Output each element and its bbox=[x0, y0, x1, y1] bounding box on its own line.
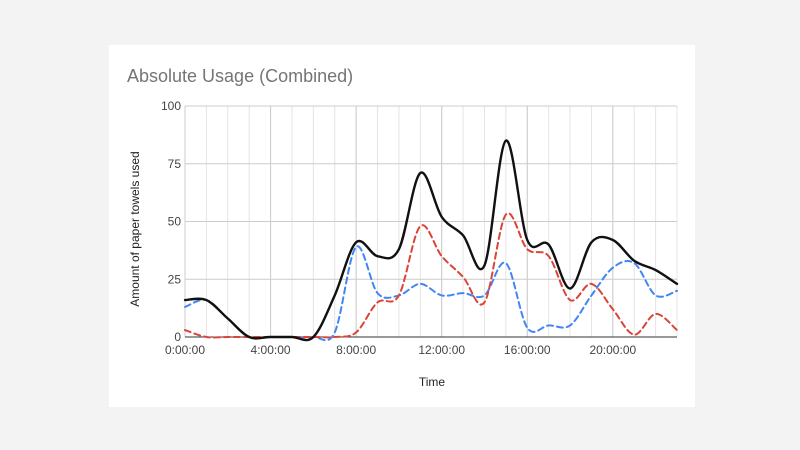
y-tick-label: 25 bbox=[168, 272, 182, 286]
series-group bbox=[183, 139, 679, 342]
chart-title: Absolute Usage (Combined) bbox=[127, 66, 353, 86]
x-axis-label: Time bbox=[419, 375, 446, 389]
x-tick-label: 8:00:00 bbox=[336, 343, 376, 357]
y-axis-label: Amount of paper towels used bbox=[128, 151, 142, 306]
x-tick-label: 12:00:00 bbox=[418, 343, 465, 357]
series-line-3 bbox=[183, 139, 679, 342]
x-tick-label: 20:00:00 bbox=[589, 343, 636, 357]
y-tick-label: 75 bbox=[168, 157, 182, 171]
y-tick-label: 0 bbox=[174, 330, 181, 344]
y-tick-label: 100 bbox=[161, 99, 181, 113]
x-axis-ticks: 0:00:00 4:00:00 8:00:00 12:00:00 16:00:00 20:… bbox=[165, 343, 637, 357]
chart-grid bbox=[184, 105, 678, 338]
series-line-2 bbox=[184, 212, 678, 339]
x-tick-label: 16:00:00 bbox=[504, 343, 551, 357]
x-tick-label: 4:00:00 bbox=[251, 343, 291, 357]
x-tick-label: 0:00:00 bbox=[165, 343, 205, 357]
y-axis-ticks: 0 25 50 75 100 bbox=[161, 99, 181, 344]
series-line-1 bbox=[184, 245, 678, 342]
y-tick-label: 50 bbox=[168, 215, 182, 229]
